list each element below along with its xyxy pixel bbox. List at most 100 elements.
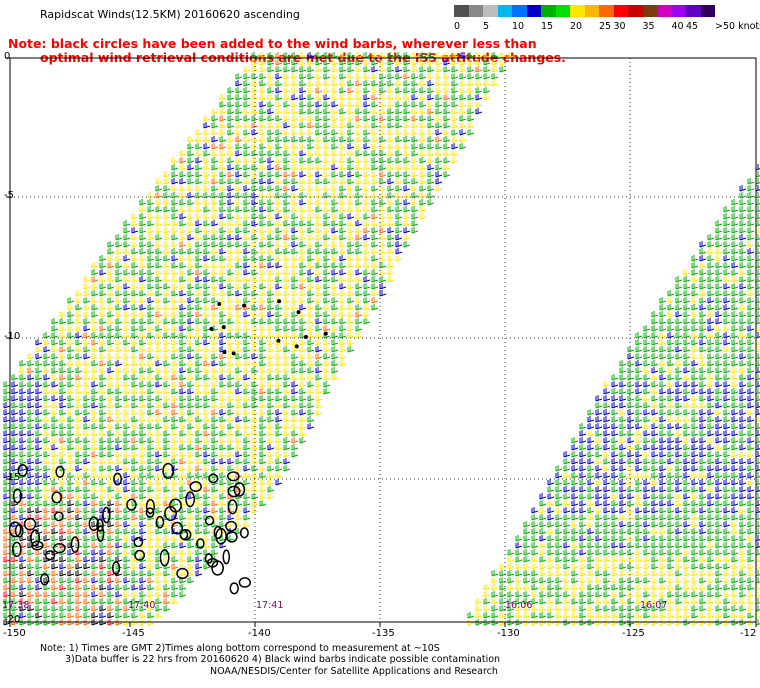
wind-barb [131, 430, 139, 437]
wind-barb [675, 598, 683, 605]
wind-barb [179, 346, 187, 353]
wind-barb [723, 332, 731, 339]
wind-barb [531, 570, 539, 577]
wind-barb [267, 360, 275, 367]
wind-barb [179, 584, 187, 591]
wind-barb [267, 423, 275, 430]
wind-barb [667, 549, 675, 556]
wind-barb [707, 451, 715, 458]
wind-barb [571, 584, 579, 591]
wind-barb [219, 206, 227, 213]
wind-barb [307, 199, 315, 206]
wind-barb [355, 234, 363, 241]
wind-barb [571, 549, 579, 556]
colorbar-label: 0 [454, 21, 461, 32]
wind-barb [243, 367, 251, 374]
wind-barb [707, 346, 715, 353]
wind-barb [227, 115, 235, 122]
wind-barb [659, 577, 667, 584]
wind-barb [643, 556, 651, 563]
wind-barb [75, 437, 83, 444]
wind-barb [611, 493, 619, 500]
wind-barb [307, 402, 315, 409]
wind-barb [443, 136, 451, 143]
wind-barb [195, 563, 203, 570]
wind-barb [299, 339, 307, 346]
wind-barb [699, 332, 707, 339]
wind-barb [691, 374, 699, 381]
wind-barb [315, 381, 323, 388]
wind-barb [331, 311, 339, 318]
wind-barb [139, 374, 147, 381]
wind-barb [747, 556, 755, 563]
wind-barb [307, 388, 315, 395]
wind-barb [107, 612, 115, 619]
wind-barb [739, 332, 747, 339]
wind-barb [355, 213, 363, 220]
wind-barb [235, 430, 243, 437]
wind-barb [27, 507, 35, 514]
wind-barb [27, 542, 35, 549]
wind-barb [379, 59, 387, 66]
wind-barb [419, 101, 427, 108]
wind-barb [739, 241, 747, 248]
wind-barb [219, 465, 227, 472]
wind-barb [723, 458, 731, 465]
wind-barb [307, 115, 315, 122]
wind-barb [275, 367, 283, 374]
wind-barb [731, 493, 739, 500]
wind-barb [259, 122, 267, 129]
wind-barb [43, 479, 51, 486]
wind-barb [283, 108, 291, 115]
wind-barb [51, 563, 59, 570]
wind-barb [371, 255, 379, 262]
wind-barb [27, 563, 35, 570]
wind-barb [355, 241, 363, 248]
wind-barb [35, 472, 43, 479]
wind-barb [27, 591, 35, 598]
wind-barb [187, 360, 195, 367]
wind-barb [107, 248, 115, 255]
wind-barb [707, 612, 715, 619]
wind-barb [611, 479, 619, 486]
wind-barb [603, 500, 611, 507]
wind-barb [611, 416, 619, 423]
wind-barb [731, 395, 739, 402]
wind-barb [211, 395, 219, 402]
wind-barb [75, 423, 83, 430]
wind-barb [187, 206, 195, 213]
wind-barb [459, 136, 467, 143]
wind-barb [307, 269, 315, 276]
wind-barb [715, 472, 723, 479]
wind-barb [531, 612, 539, 619]
wind-barb [315, 325, 323, 332]
wind-barb [163, 325, 171, 332]
wind-barb [467, 122, 475, 129]
wind-barb [243, 332, 251, 339]
wind-barb [27, 451, 35, 458]
wind-barb [315, 360, 323, 367]
wind-barb [203, 283, 211, 290]
wind-barb [123, 395, 131, 402]
wind-barb [411, 122, 419, 129]
wind-barb [179, 472, 187, 479]
wind-barb [571, 598, 579, 605]
wind-barb [155, 591, 163, 598]
wind-barb [507, 563, 515, 570]
wind-barb [107, 605, 115, 612]
wind-barb [651, 479, 659, 486]
wind-barb [219, 311, 227, 318]
contamination-marker [53, 511, 64, 522]
wind-barb [107, 283, 115, 290]
wind-barb [579, 430, 587, 437]
wind-barb [643, 444, 651, 451]
wind-barb [731, 542, 739, 549]
wind-barb [595, 395, 603, 402]
wind-barb [131, 409, 139, 416]
wind-barb [651, 486, 659, 493]
wind-barb [323, 178, 331, 185]
wind-barb [475, 605, 483, 612]
wind-barb [187, 339, 195, 346]
wind-barb [83, 423, 91, 430]
wind-barb [179, 486, 187, 493]
